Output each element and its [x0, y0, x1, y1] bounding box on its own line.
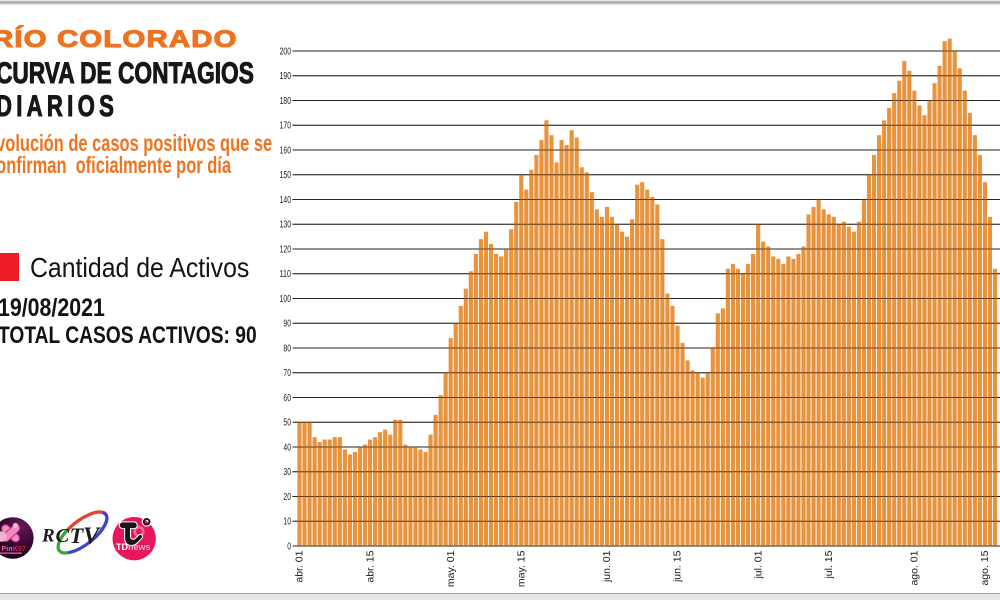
svg-text:C: C — [56, 525, 70, 547]
svg-text:T: T — [70, 523, 85, 548]
svg-text:may. 01: may. 01 — [445, 550, 457, 587]
svg-text:30: 30 — [283, 467, 291, 478]
svg-text:60: 60 — [283, 393, 291, 404]
svg-text:TDnews: TDnews — [116, 542, 151, 552]
svg-text:130: 130 — [280, 220, 292, 231]
svg-text:70: 70 — [283, 368, 291, 379]
svg-text:20: 20 — [283, 492, 291, 503]
svg-text:80: 80 — [283, 343, 291, 354]
svg-text:150: 150 — [280, 170, 292, 181]
svg-text:jul. 01: jul. 01 — [752, 550, 764, 579]
svg-text:jun. 01: jun. 01 — [601, 550, 613, 583]
svg-text:120: 120 — [280, 244, 292, 255]
svg-text:V: V — [83, 523, 101, 550]
svg-text:100: 100 — [280, 294, 292, 305]
svg-text:10: 10 — [283, 517, 291, 528]
svg-text:0: 0 — [287, 541, 291, 552]
svg-text:140: 140 — [280, 195, 292, 206]
svg-text:ago. 01: ago. 01 — [909, 550, 921, 585]
svg-text:110: 110 — [280, 269, 292, 280]
svg-text:180: 180 — [280, 96, 292, 107]
svg-text:ago. 15: ago. 15 — [979, 550, 991, 585]
svg-text:160: 160 — [280, 145, 292, 156]
svg-text:PinK97: PinK97 — [2, 546, 27, 553]
svg-text:R: R — [41, 526, 55, 547]
svg-text:50: 50 — [283, 418, 291, 429]
svg-text:170: 170 — [280, 121, 292, 132]
svg-text:may. 15: may. 15 — [515, 550, 527, 587]
svg-text:190: 190 — [280, 71, 292, 82]
svg-text:200: 200 — [280, 46, 292, 57]
svg-text:jul. 15: jul. 15 — [823, 550, 835, 579]
svg-text:40: 40 — [283, 442, 291, 453]
svg-text:abr. 15: abr. 15 — [364, 550, 376, 582]
svg-text:90: 90 — [283, 319, 291, 330]
svg-text:jun. 15: jun. 15 — [672, 550, 684, 583]
svg-text:abr. 01: abr. 01 — [294, 550, 306, 582]
